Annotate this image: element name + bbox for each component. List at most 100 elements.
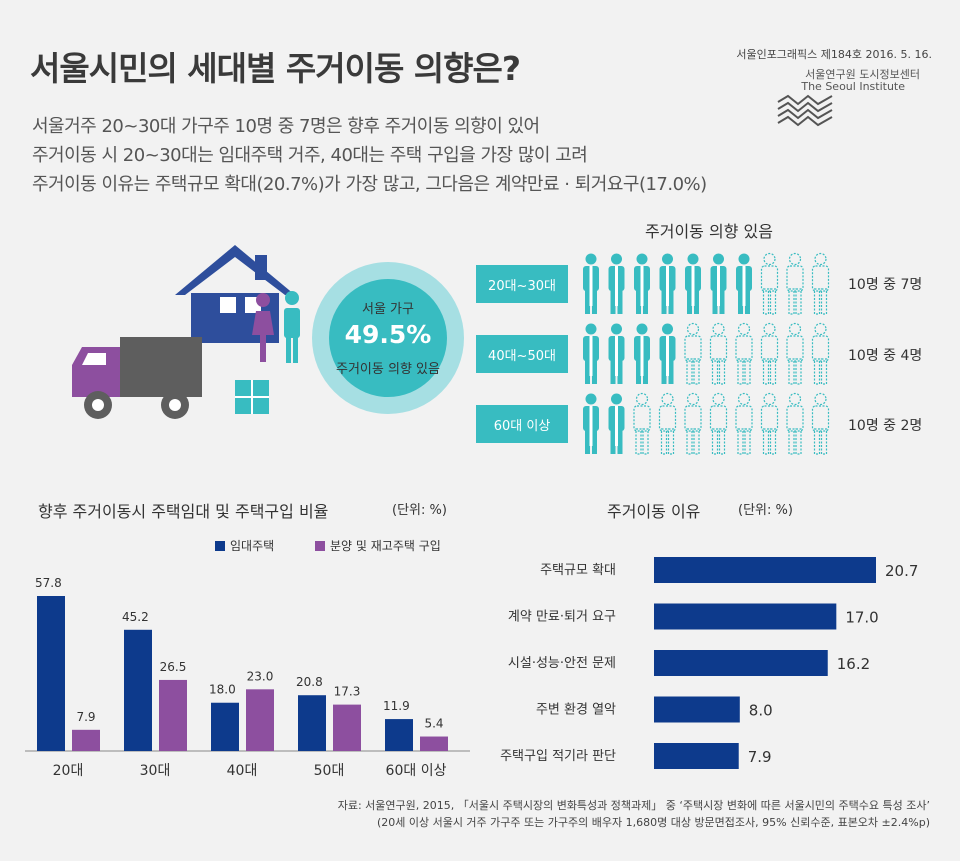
bar-value-label: 7.9 — [76, 710, 95, 724]
person-outline-icon — [811, 252, 830, 315]
bar-value-label: 57.8 — [35, 576, 62, 590]
truck-icon — [72, 337, 202, 419]
legend-label-buy: 분양 및 재고주택 구입 — [330, 539, 441, 553]
summary-value: 49.5% — [344, 320, 432, 349]
age-group-label: 20대~30대 — [476, 265, 568, 303]
reason-value-label: 17.0 — [845, 609, 878, 627]
bar-rent — [211, 702, 239, 751]
bar-buy — [159, 679, 187, 751]
reason-label: 주택구입 적기라 판단 — [500, 749, 616, 764]
category-label: 30대 — [140, 763, 171, 779]
person-filled-icon — [659, 253, 676, 314]
legend-swatch-buy — [315, 540, 325, 551]
category-label: 50대 — [314, 763, 345, 779]
couple-icon — [252, 291, 300, 363]
reason-value-label: 16.2 — [837, 655, 870, 673]
subtitle-3: 주거이동 이유는 주택규모 확대(20.7%)가 가장 많고, 그다음은 계약만… — [32, 174, 707, 195]
category-label: 60대 이상 — [386, 763, 447, 779]
person-filled-icon — [608, 393, 625, 454]
reason-bar — [654, 603, 837, 630]
bar-buy — [420, 736, 448, 751]
reason-value-label: 7.9 — [748, 748, 772, 766]
chart2-title: 주거이동 이유 — [607, 502, 701, 521]
source-note: 자료: 서울연구원, 2015, 「서울시 주택시장의 변화특성과 정책과제」 … — [337, 799, 930, 812]
bar-value-label: 23.0 — [247, 669, 274, 683]
age-group-label: 40대~50대 — [476, 335, 568, 373]
person-outline-icon — [786, 322, 804, 385]
person-outline-icon — [786, 392, 804, 455]
chart2-unit: (단위: %) — [738, 503, 793, 518]
moving-illustration — [72, 245, 300, 419]
category-label: 40대 — [227, 763, 258, 779]
bar-value-label: 26.5 — [160, 660, 187, 674]
ratio-label: 10명 중 2명 — [848, 418, 923, 434]
summary-desc: 주거이동 의향 있음 — [336, 362, 440, 377]
person-outline-icon — [760, 322, 779, 385]
person-outline-icon — [735, 322, 753, 385]
reason-label: 주변 환경 열악 — [536, 703, 616, 718]
person-outline-icon — [684, 392, 702, 455]
person-outline-icon — [760, 392, 779, 455]
legend-swatch-rent — [215, 540, 225, 551]
person-filled-icon — [659, 323, 676, 384]
reason-bar — [654, 696, 740, 723]
summary-label: 서울 가구 — [362, 302, 414, 317]
page-title: 서울시민의 세대별 주거이동 의향은? — [30, 49, 521, 88]
person-outline-icon — [658, 392, 677, 455]
legend-item-buy: 분양 및 재고주택 구입 — [315, 537, 441, 554]
people-row — [583, 252, 830, 315]
rent-buy-bar-chart: 57.8 7.9 20대 45.2 26.5 30대 18.0 23.0 40대 20.8 17.3… — [25, 576, 470, 779]
institute-name-ko: 서울연구원 도시정보센터 — [805, 68, 920, 81]
move-intention-heading: 주거이동 의향 있음 — [645, 222, 773, 241]
house-icon — [175, 245, 295, 343]
person-outline-icon — [684, 322, 702, 385]
reason-value-label: 8.0 — [749, 702, 773, 720]
category-label: 20대 — [53, 763, 84, 779]
person-outline-icon — [735, 392, 753, 455]
summary-circle — [312, 262, 464, 414]
bar-rent — [124, 629, 152, 751]
reason-label: 계약 만료·퇴거 요구 — [508, 610, 616, 625]
chart1-unit: (단위: %) — [392, 503, 447, 518]
bar-rent — [385, 719, 413, 751]
reason-value-label: 20.7 — [885, 562, 918, 580]
person-filled-icon — [634, 253, 650, 314]
institute-logo-icon — [777, 94, 833, 127]
bar-rent — [37, 596, 65, 751]
series-info: 서울인포그래픽스 제184호 2016. 5. 16. — [736, 48, 932, 61]
person-filled-icon — [583, 253, 599, 314]
ratio-label: 10명 중 7명 — [848, 277, 923, 293]
reason-bar — [654, 743, 739, 769]
person-outline-icon — [811, 322, 830, 385]
bar-rent — [298, 695, 326, 751]
legend-item-rent: 임대주택 — [215, 537, 274, 554]
person-outline-icon — [760, 252, 779, 315]
person-filled-icon — [608, 323, 625, 384]
legend-label-rent: 임대주택 — [230, 539, 275, 553]
people-row — [583, 322, 830, 385]
bar-value-label: 5.4 — [424, 717, 443, 731]
bar-buy — [333, 704, 361, 751]
ratio-label: 10명 중 4명 — [848, 348, 923, 364]
bar-value-label: 11.9 — [383, 699, 410, 713]
person-filled-icon — [583, 393, 599, 454]
bar-buy — [246, 689, 274, 751]
person-filled-icon — [736, 253, 752, 314]
person-outline-icon — [709, 392, 728, 455]
person-outline-icon — [633, 392, 651, 455]
person-filled-icon — [710, 253, 727, 314]
people-row — [583, 392, 830, 455]
person-outline-icon — [709, 322, 728, 385]
person-filled-icon — [685, 253, 701, 314]
reason-bar — [654, 650, 828, 676]
source-detail: (20세 이상 서울시 거주 가구주 또는 가구주의 배우자 1,680명 대상… — [376, 816, 930, 829]
subtitle-1: 서울거주 20~30대 가구주 10명 중 7명은 향후 주거이동 의향이 있어 — [32, 116, 540, 137]
age-group-label: 60대 이상 — [476, 405, 568, 443]
move-reason-bar-chart: 주택규모 확대 20.7 계약 만료·퇴거 요구 17.0 시설·성능·안전 문제 16.… — [500, 557, 918, 769]
institute-name-en: The Seoul Institute — [801, 80, 905, 93]
reason-label: 시설·성능·안전 문제 — [508, 656, 616, 671]
person-filled-icon — [583, 323, 599, 384]
bar-value-label: 45.2 — [122, 610, 149, 624]
bar-value-label: 18.0 — [209, 683, 236, 697]
bar-buy — [72, 729, 100, 751]
